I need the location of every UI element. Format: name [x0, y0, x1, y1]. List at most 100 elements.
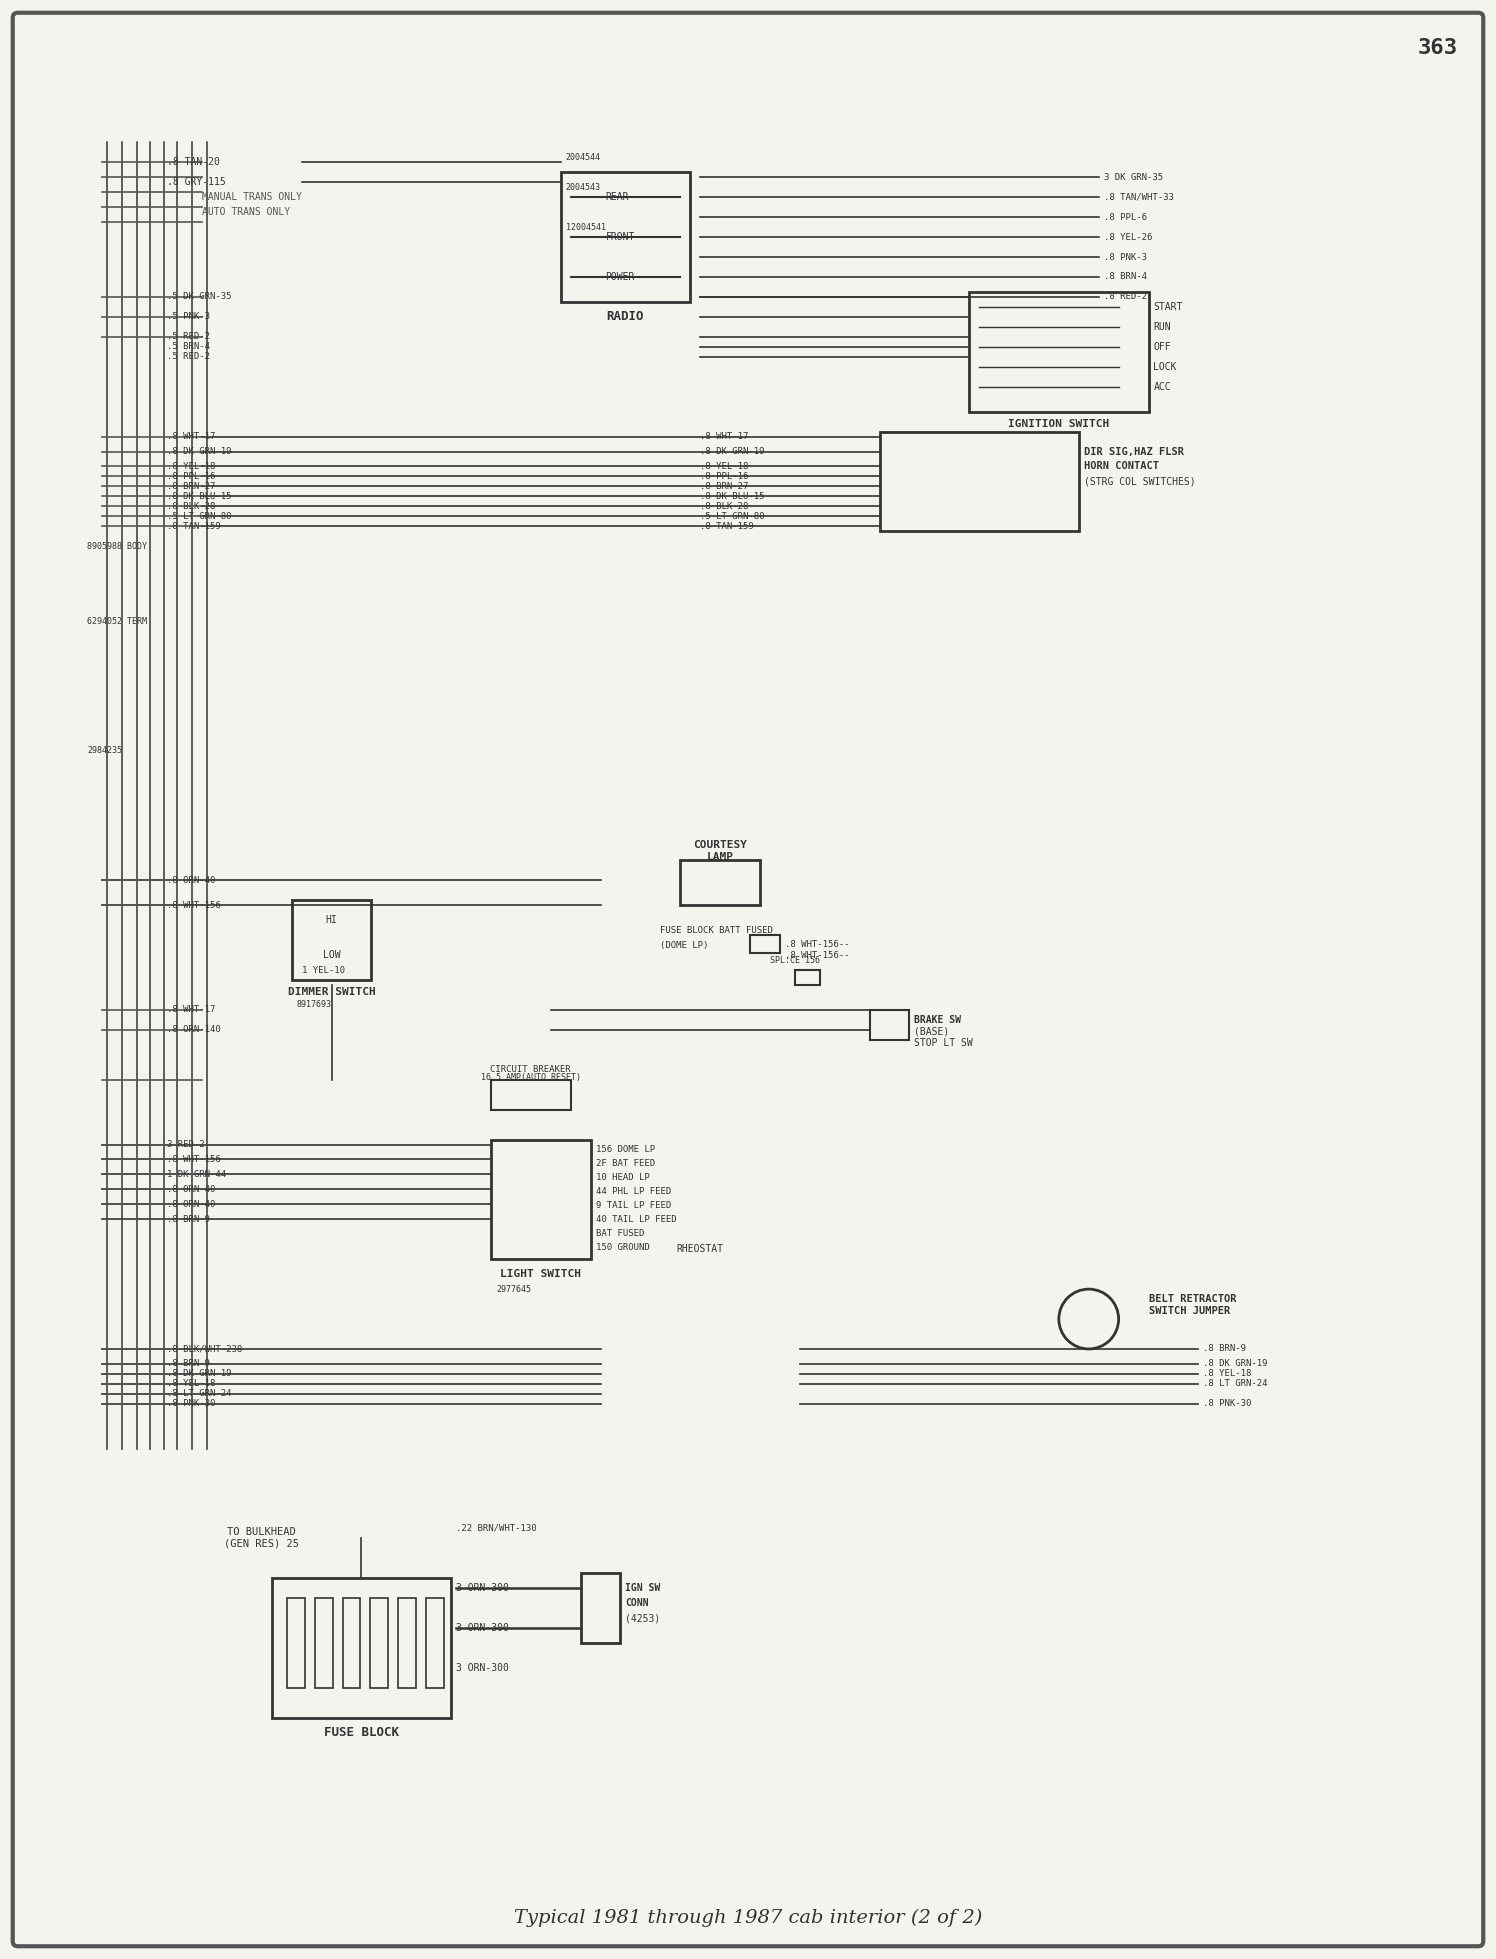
Text: OFF: OFF	[1153, 341, 1171, 353]
Bar	[681, 860, 760, 905]
Text: .8 LT GRN-24: .8 LT GRN-24	[168, 1389, 232, 1399]
Text: POWER: POWER	[606, 272, 634, 282]
Bar	[794, 970, 820, 985]
Text: .8 DK BLU-15: .8 DK BLU-15	[168, 492, 232, 502]
Bar	[398, 1599, 416, 1689]
Text: 3 ORN-300: 3 ORN-300	[456, 1663, 509, 1673]
Text: RHEOSTAT: RHEOSTAT	[676, 1244, 724, 1254]
Text: SPL:CE 156: SPL:CE 156	[770, 956, 820, 964]
Text: .8 BRN-9: .8 BRN-9	[168, 1215, 209, 1224]
Text: .8 BRN-27: .8 BRN-27	[700, 482, 748, 492]
Bar	[561, 172, 690, 302]
Text: .5 RED-2: .5 RED-2	[168, 333, 209, 341]
Text: .22 BRN/WHT-130: .22 BRN/WHT-130	[456, 1524, 537, 1534]
Text: (4253): (4253)	[625, 1612, 661, 1624]
Text: DIR SIG,HAZ FLSR: DIR SIG,HAZ FLSR	[1083, 447, 1183, 456]
Text: MANUAL TRANS ONLY: MANUAL TRANS ONLY	[202, 192, 302, 202]
Text: 2004544: 2004544	[565, 153, 601, 163]
Text: .5 LT GRN-80: .5 LT GRN-80	[168, 511, 232, 521]
Text: 3 ORN-300: 3 ORN-300	[456, 1583, 509, 1593]
Text: .8 WHT-17: .8 WHT-17	[700, 433, 748, 441]
Bar	[314, 1599, 332, 1689]
Text: HI: HI	[326, 915, 338, 925]
Bar	[580, 1573, 621, 1644]
Text: .8 BLK-28: .8 BLK-28	[700, 502, 748, 511]
Text: 2F BAT FEED: 2F BAT FEED	[595, 1160, 655, 1168]
Text: .8 WHT-17: .8 WHT-17	[168, 1005, 215, 1015]
Text: .8 DK BLU-15: .8 DK BLU-15	[700, 492, 764, 502]
Text: .8 LT GRN-24: .8 LT GRN-24	[1203, 1379, 1267, 1389]
Text: .8 YEL-26: .8 YEL-26	[1104, 233, 1152, 241]
Text: RUN: RUN	[1153, 321, 1171, 331]
Text: 8905988 BODY: 8905988 BODY	[87, 543, 148, 550]
Text: 6294052 TERM: 6294052 TERM	[87, 617, 148, 625]
Text: .5 RED-2: .5 RED-2	[168, 353, 209, 360]
Bar	[880, 431, 1079, 531]
Text: IGN SW: IGN SW	[625, 1583, 661, 1593]
Text: .5 LT GRN-80: .5 LT GRN-80	[700, 511, 764, 521]
Text: HORN CONTACT: HORN CONTACT	[1083, 462, 1159, 472]
Text: START: START	[1153, 302, 1183, 311]
Bar	[292, 901, 371, 980]
Text: .8 BRN-9: .8 BRN-9	[1203, 1344, 1246, 1354]
Text: .8 TAN/WHT-33: .8 TAN/WHT-33	[1104, 192, 1173, 202]
Text: .8 GRY-115: .8 GRY-115	[168, 176, 226, 188]
Text: 3 ORN-300: 3 ORN-300	[456, 1624, 509, 1634]
Text: RADIO: RADIO	[607, 310, 645, 323]
Text: CIRCUIT BREAKER: CIRCUIT BREAKER	[491, 1066, 571, 1074]
Text: .8 YEL-18: .8 YEL-18	[700, 462, 748, 470]
Bar	[272, 1579, 452, 1718]
Text: CONN: CONN	[625, 1599, 649, 1608]
Bar	[969, 292, 1149, 411]
Text: .8 ORN-40: .8 ORN-40	[168, 876, 215, 885]
Text: ACC: ACC	[1153, 382, 1171, 392]
Text: TO BULKHEAD
(GEN RES) 25: TO BULKHEAD (GEN RES) 25	[224, 1526, 299, 1548]
Text: .8 YEL-18: .8 YEL-18	[1203, 1369, 1252, 1379]
Text: LOCK: LOCK	[1153, 362, 1177, 372]
Text: 8917693: 8917693	[296, 1001, 332, 1009]
Text: AUTO TRANS ONLY: AUTO TRANS ONLY	[202, 208, 290, 217]
Text: LIGHT SWITCH: LIGHT SWITCH	[500, 1269, 582, 1279]
Text: 10 HEAD LP: 10 HEAD LP	[595, 1173, 649, 1181]
Text: Typical 1981 through 1987 cab interior (2 of 2): Typical 1981 through 1987 cab interior (…	[513, 1910, 983, 1928]
Text: .8 DK GRN-19: .8 DK GRN-19	[168, 1369, 232, 1379]
Text: 2004543: 2004543	[565, 182, 601, 192]
Text: BELT RETRACTOR: BELT RETRACTOR	[1149, 1295, 1236, 1305]
Text: 12004541: 12004541	[565, 223, 606, 231]
Text: FRONT: FRONT	[606, 231, 634, 243]
Text: REAR: REAR	[606, 192, 628, 202]
Text: .8 TAN-159: .8 TAN-159	[168, 521, 221, 531]
Text: .8 BRN-4: .8 BRN-4	[1104, 272, 1146, 282]
Text: 1 YEL-10: 1 YEL-10	[302, 966, 344, 974]
Bar	[343, 1599, 361, 1689]
Bar	[749, 934, 779, 954]
Bar	[287, 1599, 305, 1689]
Text: (DOME LP): (DOME LP)	[660, 940, 709, 950]
Text: .8 WHT-156--: .8 WHT-156--	[785, 940, 850, 948]
Text: COURTESY: COURTESY	[693, 840, 747, 850]
Text: .8 BLK/WHT-238: .8 BLK/WHT-238	[168, 1344, 242, 1354]
Text: .8 PNK-30: .8 PNK-30	[1203, 1399, 1252, 1409]
Text: 150 GROUND: 150 GROUND	[595, 1242, 649, 1252]
Text: (BASE): (BASE)	[914, 1027, 950, 1036]
Text: 2977645: 2977645	[497, 1285, 531, 1293]
Text: FUSE BLOCK: FUSE BLOCK	[325, 1726, 399, 1740]
Text: .8 WHT-156: .8 WHT-156	[168, 901, 221, 909]
Text: .8 RED-2: .8 RED-2	[1104, 292, 1146, 302]
Text: .8 PPL-16: .8 PPL-16	[700, 472, 748, 480]
Text: 16.5 AMP(AUTO RESET): 16.5 AMP(AUTO RESET)	[480, 1074, 580, 1081]
Text: .8 ORN-40: .8 ORN-40	[168, 1185, 215, 1193]
Text: .8 TAN-20: .8 TAN-20	[168, 157, 220, 167]
Bar	[869, 1011, 910, 1040]
Text: .5 PNK-3: .5 PNK-3	[168, 311, 209, 321]
Text: LAMP: LAMP	[706, 852, 733, 862]
Text: .8 PNK-3: .8 PNK-3	[1104, 253, 1146, 263]
Text: .8 BRN-9: .8 BRN-9	[168, 1360, 209, 1369]
Text: STOP LT SW: STOP LT SW	[914, 1038, 972, 1048]
Bar	[491, 1140, 591, 1260]
Text: DIMMER SWITCH: DIMMER SWITCH	[287, 987, 375, 997]
Text: 9 TAIL LP FEED: 9 TAIL LP FEED	[595, 1201, 670, 1211]
Text: .8 WHT-156: .8 WHT-156	[168, 1156, 221, 1164]
Text: .8 YEL-18: .8 YEL-18	[168, 462, 215, 470]
Text: .5 BRN-4: .5 BRN-4	[168, 343, 209, 351]
